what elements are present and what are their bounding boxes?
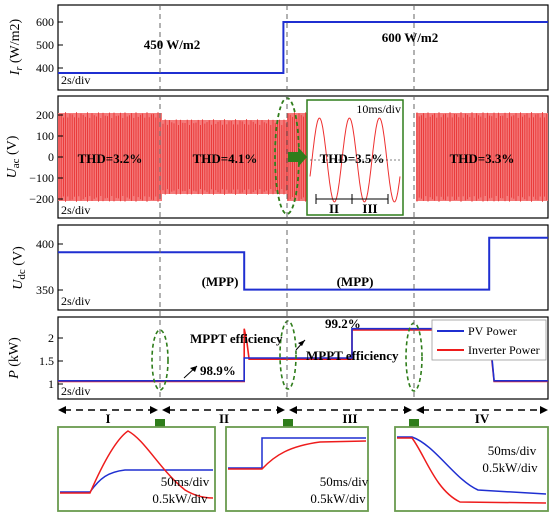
annotation-mpp: (MPP) [202,274,239,289]
ytick: 1.5 [39,354,54,368]
zoom3-inverter [397,437,547,504]
ac-voltage-band [58,112,548,202]
timescale-label: 2s/div [61,203,90,217]
annotation-efficiency-left: 98.9% [200,363,236,378]
zoom-scale: 0.5kW/div [482,460,538,475]
zoom-timescale: 50ms/div [161,474,210,489]
zoom1-inverter [60,430,214,499]
zoom-scale: 0.5kW/div [310,491,366,506]
timescale-label: 2s/div [61,384,90,398]
timescale-label: 2s/div [61,294,90,308]
y-axis-label: Udc (V) [11,246,28,290]
zoom-timescale: 50ms/div [488,443,537,458]
annotation-irradiance-right: 600 W/m2 [382,30,438,45]
y-axis-label: P (kW) [7,337,22,380]
panel-ac-voltage: 200 100 0 −100 −200 Uac (V) THD=3.2% THD… [5,95,549,219]
annotation-mppt: MPPT efficiency [306,348,399,363]
zoom-inset-3: 50ms/div 0.5kW/div [394,426,549,512]
thd-label: THD=3.5% [320,151,385,166]
y-axis-label: Ir (W/m2) [8,18,25,76]
phase-separators [159,5,415,400]
panel-dc-voltage: 400 350 Udc (V) (MPP) (MPP) 2s/div [11,224,549,311]
annotation-irradiance-left: 450 W/m2 [144,37,200,52]
panel-power: 2 1.5 1 P (kW) MPPT efficiency 98.9% 99.… [7,316,549,400]
inset-label-iii: III [362,201,377,216]
zoom2-pv [228,437,366,469]
thd-label: THD=3.3% [450,151,515,166]
zoom-inset-1-labels: 50ms/div 0.5kW/div [152,474,209,506]
phase-label: II [219,411,229,426]
zoom-scale: 0.5kW/div [152,491,208,506]
inset-timescale: 10ms/div [356,102,401,116]
legend-label-pv: PV Power [468,324,517,338]
y-axis-label: Uac (V) [5,135,22,178]
phase-label: I [105,411,110,426]
ytick: −200 [29,192,54,206]
phase-label: III [342,411,357,426]
ytick: −100 [29,171,54,185]
ytick: 500 [36,38,54,52]
zoom-inset-2: 50ms/div 0.5kW/div [225,426,369,512]
highlight-ellipse [279,320,297,390]
ytick: 600 [36,15,54,29]
zoom2-inverter [228,440,367,470]
legend-label-inverter: Inverter Power [468,343,540,357]
inset-label-ii: II [329,201,339,216]
green-arrow-right [288,147,307,167]
ytick: 200 [36,108,54,122]
inset-sine-wave [309,117,401,203]
ac-inset: 10ms/div THD=3.5% II III [306,99,404,216]
panel-irradiance: 600 500 400 Ir (W/m2) 450 W/m2 600 W/m2 … [8,4,549,91]
thd-label: THD=4.1% [193,151,258,166]
ytick: 400 [36,61,54,75]
annotation-mppt: MPPT efficiency [190,331,283,346]
ytick: 100 [36,129,54,143]
ytick: 2 [48,331,54,345]
thd-label: THD=3.2% [78,151,143,166]
timescale-label: 2s/div [61,73,90,87]
zoom-timescale: 50ms/div [320,474,369,489]
zoom3-pv [397,436,547,495]
series-line-udc [58,236,548,291]
ytick: 1 [48,377,54,391]
ytick: 350 [36,283,54,297]
ytick: 400 [36,237,54,251]
zoom-inset-1 [57,426,216,512]
phase-label: IV [475,411,490,426]
annotation-efficiency-right: 99.2% [325,316,361,331]
ytick: 0 [48,150,54,164]
annotation-mpp: (MPP) [337,274,374,289]
highlight-ellipse [151,329,169,391]
series-line-irradiance [58,21,548,74]
legend: PV Power Inverter Power [431,319,547,361]
